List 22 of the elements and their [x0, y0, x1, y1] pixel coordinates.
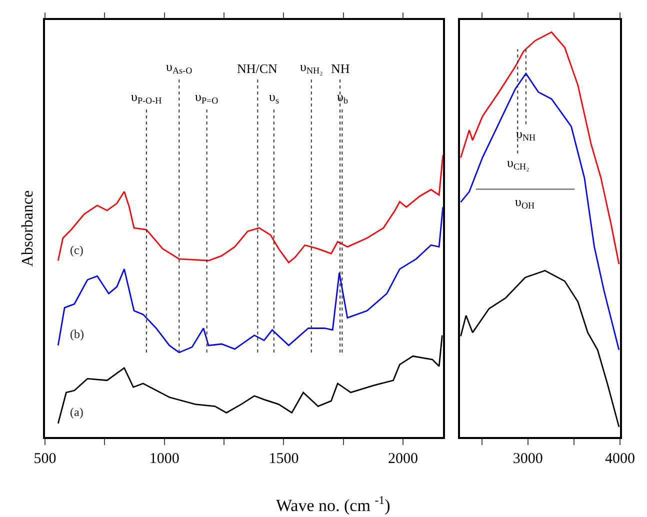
- y-axis-title: Absorbance: [20, 190, 37, 267]
- series-label: υ$_{OH}$: [515, 194, 536, 211]
- x-tick-label: 1000: [149, 450, 180, 467]
- x-axis-title: Wave no. (cm $^{-1}$): [276, 493, 390, 516]
- ref-line-label: υ$_{NH}$: [516, 126, 536, 143]
- ref-line-label: υ$_{CH₂}$: [507, 155, 530, 172]
- ref-line-label: υ$_{b}$: [337, 89, 348, 106]
- ref-line-label: υ$_{s}$: [269, 89, 280, 106]
- series-label: (c): [70, 243, 84, 257]
- ref-line-label: υ$_{P-O-H}$: [131, 89, 162, 106]
- x-tick-label: 500: [34, 450, 56, 467]
- ref-line-label: υ$_{As-O}$: [166, 59, 193, 76]
- ref-line-label: υ$_{NH₂}$: [300, 59, 323, 76]
- x-tick-label: 2000: [388, 450, 418, 467]
- x-tick-label: 3000: [512, 450, 543, 467]
- ref-line-label: υ$_{P=O}$: [195, 89, 219, 106]
- series-label: (a): [70, 405, 84, 419]
- x-tick-label: 4000: [605, 450, 635, 467]
- ref-line-label: NH/CN: [237, 61, 278, 76]
- ref-line-label: NH: [331, 61, 350, 76]
- series-label: (b): [70, 327, 84, 341]
- x-tick-label: 1500: [268, 450, 299, 467]
